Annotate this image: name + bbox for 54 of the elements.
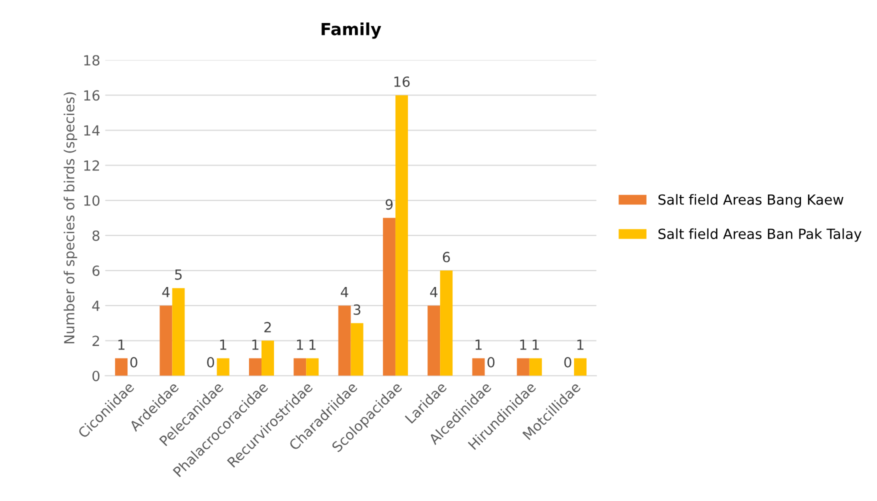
y-tick-label: 14 [84, 125, 100, 136]
bar [529, 358, 542, 376]
data-label: 0 [207, 357, 214, 368]
y-tick-label: 16 [84, 90, 100, 101]
data-label: 1 [118, 340, 124, 350]
bar [160, 306, 172, 376]
data-label: 2 [264, 322, 271, 332]
data-label: 16 [394, 76, 410, 87]
data-label: 1 [476, 340, 482, 350]
y-tick-label: 6 [92, 266, 100, 276]
bar [428, 306, 440, 376]
data-label: 4 [430, 287, 438, 298]
data-label: 1 [532, 340, 539, 350]
bar [294, 358, 306, 376]
bar [172, 288, 185, 376]
bar [306, 358, 319, 376]
data-label: 9 [386, 199, 393, 210]
y-tick-label: 2 [92, 336, 99, 346]
bar [350, 323, 364, 376]
chart-title: Family [322, 22, 382, 39]
data-label: 5 [175, 270, 182, 280]
bar [574, 358, 587, 376]
data-label: 0 [487, 357, 494, 368]
bar [382, 218, 396, 376]
legend-label: Salt field Areas Bang Kaew [658, 194, 844, 208]
y-tick-label: 0 [92, 370, 100, 382]
y-tick-label: 10 [84, 195, 100, 206]
data-label: 1 [520, 340, 526, 350]
bar [440, 270, 453, 376]
data-label: 4 [340, 287, 348, 298]
data-label: 3 [354, 304, 360, 315]
y-tick-label: 8 [92, 230, 100, 241]
data-label: 6 [442, 252, 450, 262]
y-tick-label: 12 [84, 160, 99, 171]
bar [338, 306, 351, 376]
data-label: 1 [220, 340, 226, 350]
data-label: 1 [297, 340, 304, 350]
data-label: 0 [564, 357, 572, 368]
y-tick-label: 4 [92, 300, 100, 311]
data-label: 1 [252, 340, 258, 350]
y-axis-title: Number of species of birds (species) [64, 92, 78, 344]
legend-label: Salt field Areas Ban Pak Talay [658, 228, 862, 242]
bar [516, 358, 530, 376]
bar [115, 358, 128, 376]
data-label: 4 [162, 287, 170, 298]
data-label: 1 [310, 340, 316, 350]
y-tick-label: 18 [84, 55, 100, 66]
data-label: 0 [130, 357, 138, 368]
data-label: 1 [577, 340, 584, 350]
bar [472, 358, 485, 376]
bar [216, 358, 230, 376]
bar [395, 95, 408, 376]
bar [262, 340, 274, 376]
bar [249, 358, 262, 376]
